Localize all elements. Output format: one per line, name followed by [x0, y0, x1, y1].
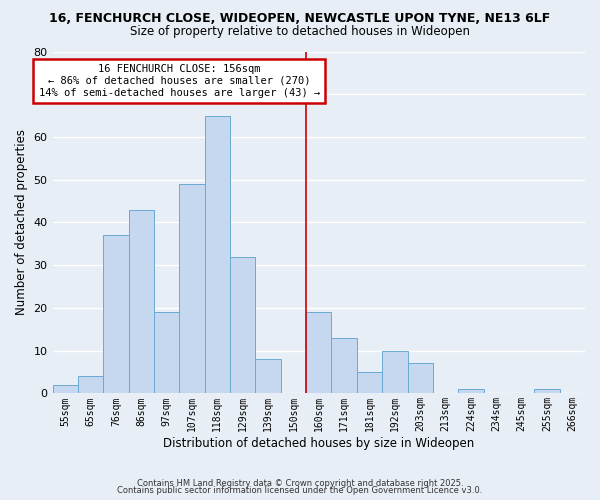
Bar	[179, 184, 205, 394]
Bar	[306, 312, 331, 394]
Bar	[78, 376, 103, 394]
Bar	[534, 389, 560, 394]
Bar	[407, 364, 433, 394]
X-axis label: Distribution of detached houses by size in Wideopen: Distribution of detached houses by size …	[163, 437, 475, 450]
Text: Contains public sector information licensed under the Open Government Licence v3: Contains public sector information licen…	[118, 486, 482, 495]
Text: Contains HM Land Registry data © Crown copyright and database right 2025.: Contains HM Land Registry data © Crown c…	[137, 478, 463, 488]
Bar	[458, 389, 484, 394]
Bar	[154, 312, 179, 394]
Bar	[53, 385, 78, 394]
Bar	[205, 116, 230, 394]
Bar	[256, 359, 281, 394]
Bar	[382, 350, 407, 394]
Text: 16, FENCHURCH CLOSE, WIDEOPEN, NEWCASTLE UPON TYNE, NE13 6LF: 16, FENCHURCH CLOSE, WIDEOPEN, NEWCASTLE…	[49, 12, 551, 26]
Bar	[128, 210, 154, 394]
Bar	[331, 338, 357, 394]
Y-axis label: Number of detached properties: Number of detached properties	[15, 130, 28, 316]
Bar	[230, 256, 256, 394]
Bar	[103, 236, 128, 394]
Bar	[357, 372, 382, 394]
Text: Size of property relative to detached houses in Wideopen: Size of property relative to detached ho…	[130, 25, 470, 38]
Text: 16 FENCHURCH CLOSE: 156sqm
← 86% of detached houses are smaller (270)
14% of sem: 16 FENCHURCH CLOSE: 156sqm ← 86% of deta…	[38, 64, 320, 98]
